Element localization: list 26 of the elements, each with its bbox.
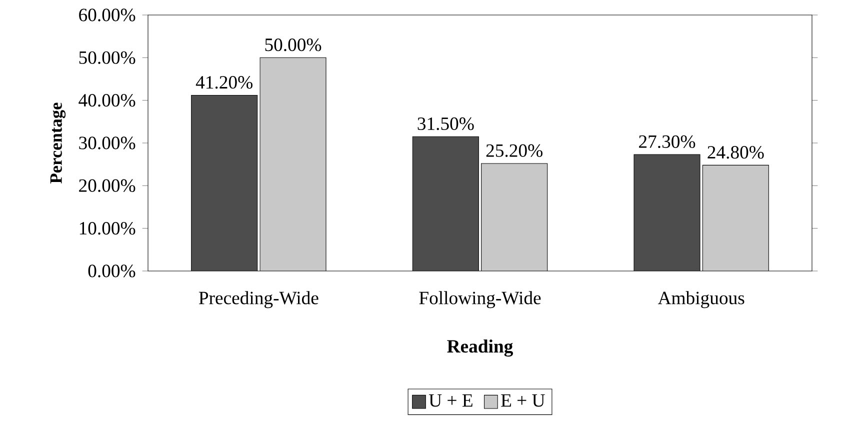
legend-label: U + E [428, 394, 472, 407]
y-tick-label: 10.00% [80, 222, 136, 235]
bar [260, 57, 326, 271]
bar [412, 136, 479, 271]
data-label: 24.80% [708, 146, 764, 159]
y-tick-label: 20.00% [79, 179, 136, 192]
x-tick-label: Ambiguous [658, 291, 744, 308]
y-tick-label: 50.00% [79, 51, 136, 64]
data-label: 25.20% [486, 144, 542, 157]
y-axis-title: Percentage [50, 102, 66, 184]
bar [481, 163, 548, 271]
x-tick-label: Following-Wide [419, 291, 541, 308]
bar [191, 94, 258, 271]
y-tick-label: 30.00% [79, 136, 136, 150]
y-tick-label: 40.00% [78, 94, 136, 107]
legend-label: E + U [501, 394, 545, 407]
x-tick-label: Preceding-Wide [198, 291, 318, 308]
data-label: 27.30% [639, 135, 696, 148]
data-label: 31.50% [418, 117, 474, 130]
x-axis-title: Reading [447, 340, 514, 357]
bar [702, 164, 769, 271]
y-tick-label: 60.00% [79, 8, 136, 22]
data-label: 41.20% [196, 76, 252, 89]
bar [634, 154, 700, 271]
data-label: 50.00% [265, 38, 322, 52]
y-tick-label: 0.00% [88, 264, 136, 278]
